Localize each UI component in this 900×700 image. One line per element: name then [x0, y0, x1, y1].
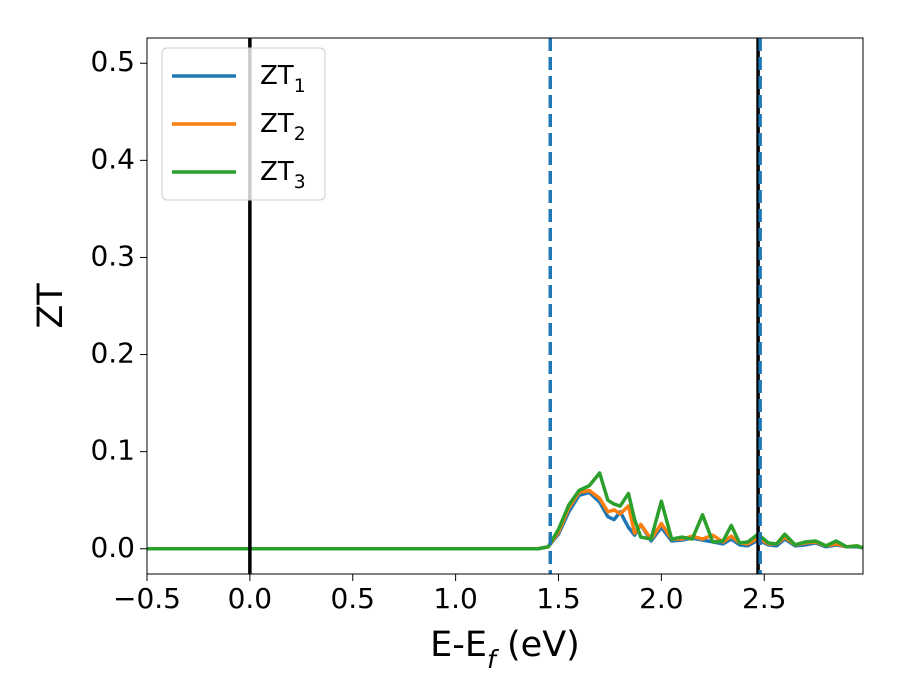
x-tick-label: 0.0: [228, 582, 273, 615]
y-axis-label: ZT: [31, 283, 71, 329]
legend-box: [161, 47, 326, 201]
y-tick-label: 0.3: [90, 239, 135, 272]
x-tick-label: 0.5: [330, 582, 375, 615]
y-tick-label: 0.5: [90, 45, 135, 78]
y-tick-label: 0.0: [90, 531, 135, 564]
legend-label: ZT3: [260, 157, 306, 194]
x-axis-label: E-Ef (eV): [430, 625, 580, 674]
axes-frame: [146, 37, 864, 575]
x-tick-label: 1.5: [536, 582, 581, 615]
y-tick-label: 0.2: [90, 337, 135, 370]
legend-label: ZT1: [260, 61, 306, 98]
series-line: [147, 471, 863, 551]
legend-label: ZT2: [260, 109, 306, 146]
y-tick-label: 0.4: [90, 142, 135, 175]
y-tick-label: 0.1: [90, 434, 135, 467]
x-tick-label: 2.0: [639, 582, 684, 615]
x-tick-label: 2.5: [742, 582, 787, 615]
x-tick-label: −0.5: [113, 582, 181, 615]
x-tick-label: 1.0: [433, 582, 478, 615]
